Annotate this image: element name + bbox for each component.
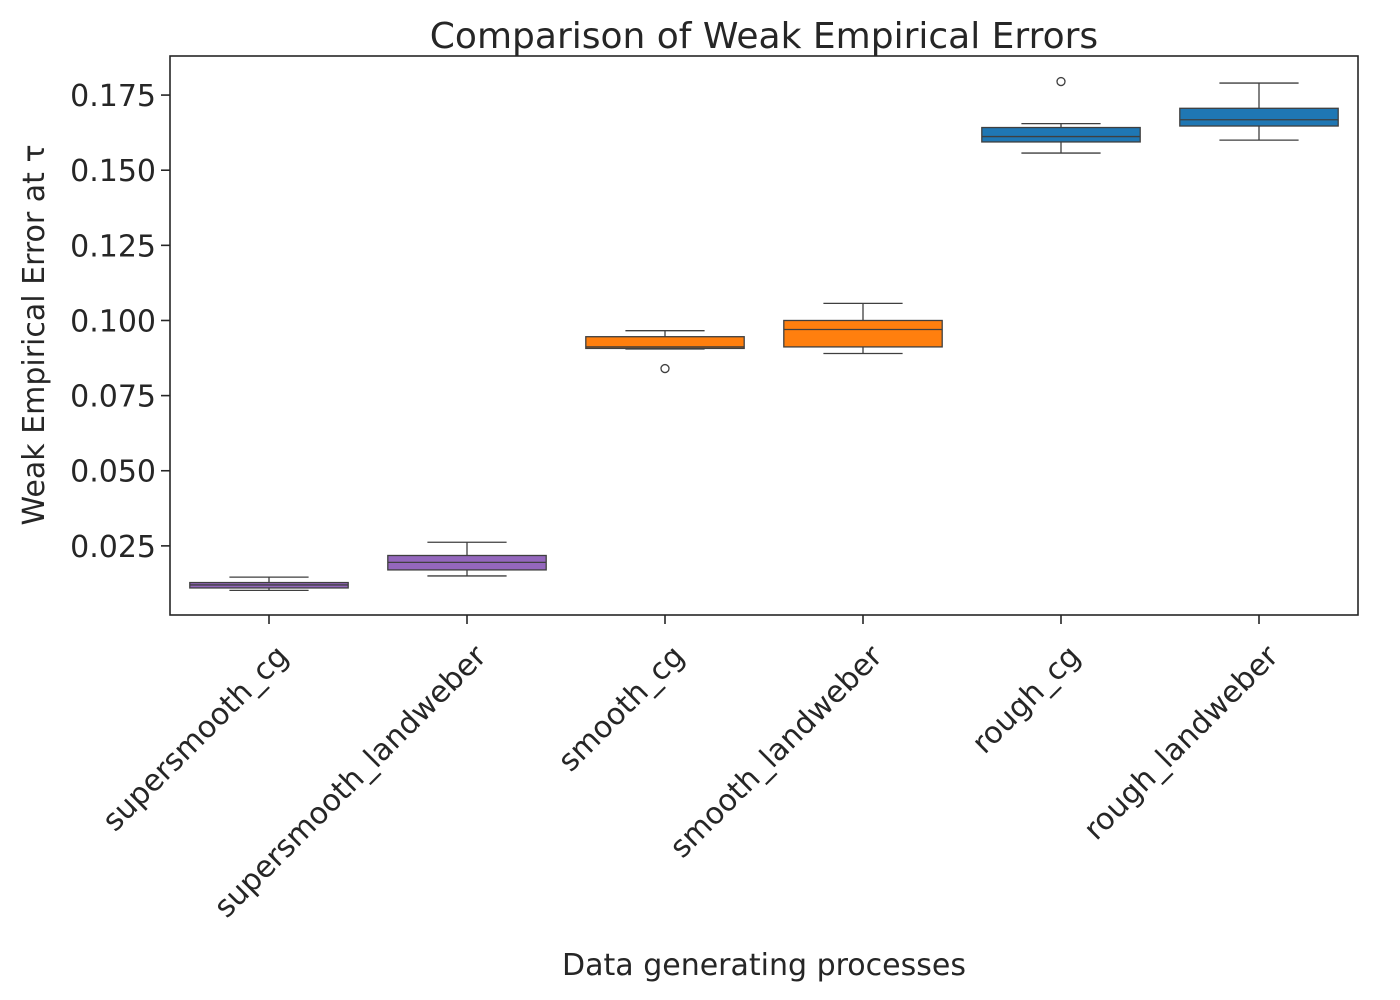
plot-area-frame (169, 55, 1359, 616)
x-tick-label: supersmooth_cg (96, 639, 296, 839)
y-axis-label: Weak Empirical Error at τ (17, 144, 52, 525)
x-tick-label: rough_landweber (1077, 638, 1286, 847)
x-tick-label: rough_cg (965, 639, 1087, 761)
y-tick-label: 0.025 (70, 530, 156, 565)
iqr-box (585, 336, 745, 350)
box-supersmooth_landweber (387, 541, 547, 577)
box-rough_cg (981, 76, 1141, 154)
y-tick-label: 0.175 (70, 79, 156, 114)
boxes-group (189, 76, 1339, 592)
iqr-box (1179, 107, 1339, 127)
y-tick-label: 0.075 (70, 380, 156, 415)
box-smooth_cg (585, 330, 745, 374)
chart-title: Comparison of Weak Empirical Errors (430, 16, 1098, 57)
y-tick-label: 0.125 (70, 229, 156, 264)
iqr-box (783, 319, 943, 348)
x-tick-label: smooth_cg (552, 639, 692, 779)
y-tick-label: 0.150 (70, 154, 156, 189)
y-tick-label: 0.050 (70, 455, 156, 490)
box-smooth_landweber (783, 302, 943, 355)
x-axis-label: Data generating processes (562, 948, 966, 983)
x-tick-label: smooth_landweber (663, 638, 890, 865)
box-rough_landweber (1179, 82, 1339, 141)
iqr-box (981, 126, 1141, 143)
outlier-point (1056, 76, 1066, 87)
y-axis: 0.025 0.050 0.075 0.100 0.125 0.150 0.175 (70, 79, 170, 565)
y-tick-label: 0.100 (70, 304, 156, 339)
box-supersmooth_cg (189, 576, 349, 592)
outlier-point (660, 363, 670, 374)
